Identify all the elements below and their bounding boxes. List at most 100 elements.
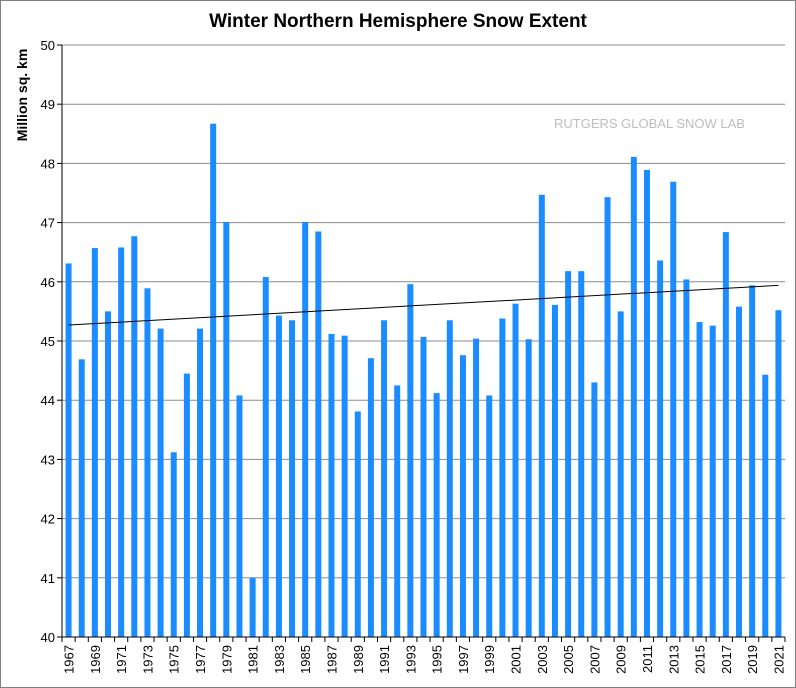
bar-2008 <box>604 197 611 637</box>
x-tick-label: 1985 <box>298 645 313 674</box>
bar-2021 <box>775 310 782 637</box>
bar-1980 <box>236 395 243 637</box>
bar-1978 <box>210 123 217 638</box>
bars <box>65 123 782 638</box>
y-tick-label: 48 <box>41 156 55 171</box>
chart-title: Winter Northern Hemisphere Snow Extent <box>209 11 587 32</box>
bar-1995 <box>433 393 440 637</box>
bar-1976 <box>183 373 190 637</box>
y-tick-labels: 40 41 42 43 44 45 46 47 48 49 50 <box>41 38 55 645</box>
x-tick-label: 2013 <box>666 645 681 674</box>
bar-1967 <box>65 263 72 637</box>
y-tick-label: 41 <box>41 571 55 586</box>
x-tick-label: 1967 <box>62 645 77 674</box>
trend-line <box>68 284 779 326</box>
y-tick-label: 43 <box>41 452 55 467</box>
bar-2015 <box>696 322 703 637</box>
watermark: RUTGERS GLOBAL SNOW LAB <box>554 116 745 131</box>
y-tick-label: 49 <box>41 97 55 112</box>
bar-1987 <box>328 333 335 637</box>
bar-1974 <box>157 328 164 637</box>
x-tick-label: 2021 <box>771 645 786 674</box>
bar-2013 <box>670 181 677 637</box>
bar-2005 <box>565 271 572 637</box>
x-tick-label: 2007 <box>587 645 602 674</box>
x-tick-label: 1997 <box>456 645 471 674</box>
bar-1991 <box>381 320 388 637</box>
bar-1982 <box>262 277 269 637</box>
y-tick-label: 47 <box>41 216 55 231</box>
bar-1981 <box>249 577 256 637</box>
bar-2006 <box>578 271 585 637</box>
bar-1999 <box>486 395 493 637</box>
bar-1985 <box>302 222 309 637</box>
x-tick-label: 1977 <box>193 645 208 674</box>
bar-2020 <box>762 374 769 637</box>
bar-2003 <box>538 194 545 637</box>
x-tick-label: 2019 <box>745 645 760 674</box>
bar-2018 <box>735 306 742 637</box>
bar-2000 <box>499 318 506 637</box>
bar-1993 <box>407 284 414 637</box>
bar-2016 <box>709 325 716 637</box>
bar-1970 <box>105 311 112 637</box>
trend-line-group <box>68 284 779 326</box>
bar-1969 <box>91 248 98 637</box>
bar-2010 <box>630 156 637 637</box>
grid-lines <box>62 44 785 579</box>
x-tick-label: 2001 <box>509 645 524 674</box>
bar-2017 <box>722 232 729 637</box>
x-tick-label: 2011 <box>640 645 655 673</box>
x-tick-labels: 1967 1969 1971 1973 1975 1977 1979 1981 1983 1985… <box>62 645 787 674</box>
bar-1971 <box>118 247 125 637</box>
bar-1968 <box>78 359 85 637</box>
bar-1975 <box>170 452 177 637</box>
bar-1998 <box>473 338 480 637</box>
x-tick-label: 2009 <box>614 645 629 674</box>
x-tick-label: 1981 <box>246 645 261 674</box>
y-tick-label: 40 <box>41 630 55 645</box>
x-tick-label: 1995 <box>430 645 445 674</box>
bar-1996 <box>446 320 453 637</box>
x-tick-label: 1975 <box>167 645 182 674</box>
x-tick-label: 1987 <box>324 645 339 674</box>
x-tick-label: 2015 <box>693 645 708 674</box>
bar-1984 <box>289 320 296 637</box>
y-axis-label: Million sq. km <box>14 49 30 142</box>
y-tick-label: 46 <box>41 275 55 290</box>
x-tick-label: 2003 <box>535 645 550 674</box>
bar-1979 <box>223 222 230 637</box>
x-tick-label: 1993 <box>403 645 418 674</box>
bar-1997 <box>459 355 466 637</box>
y-tick-label: 45 <box>41 334 55 349</box>
bar-1986 <box>315 231 322 638</box>
x-tick-label: 1983 <box>272 645 287 674</box>
x-tick-label: 2005 <box>561 645 576 674</box>
bar-2004 <box>551 304 558 637</box>
bar-2011 <box>643 169 650 637</box>
bar-1988 <box>341 335 348 637</box>
bar-2001 <box>512 303 519 637</box>
bar-2012 <box>657 260 664 637</box>
axes <box>57 44 786 642</box>
bar-2002 <box>525 339 532 637</box>
x-tick-label: 1989 <box>351 645 366 674</box>
x-tick-label: 1979 <box>219 645 234 674</box>
bar-2019 <box>749 285 756 637</box>
x-tick-label: 1991 <box>377 645 392 674</box>
y-tick-label: 50 <box>41 38 55 53</box>
bar-1989 <box>354 411 361 637</box>
x-tick-label: 1973 <box>140 645 155 674</box>
bar-1992 <box>394 385 401 637</box>
x-tick-label: 1999 <box>482 645 497 674</box>
bar-2014 <box>683 279 690 637</box>
bar-1973 <box>144 288 151 637</box>
bar-2009 <box>617 311 624 637</box>
y-tick-label: 44 <box>41 393 55 408</box>
bar-1983 <box>275 315 282 637</box>
bar-1990 <box>367 358 374 637</box>
bar-1994 <box>420 336 427 637</box>
x-tick-label: 1969 <box>88 645 103 674</box>
